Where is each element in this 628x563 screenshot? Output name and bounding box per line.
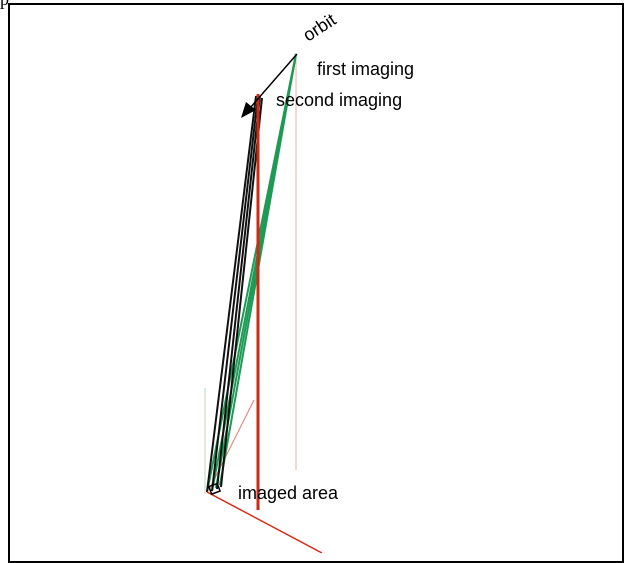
first-imaging-label: first imaging: [317, 59, 414, 79]
second-imaging-label: second imaging: [276, 90, 402, 110]
orbit-label: orbit: [299, 10, 339, 46]
imaged-area-square: [209, 484, 220, 495]
imaged-area-label: imaged area: [238, 483, 339, 503]
